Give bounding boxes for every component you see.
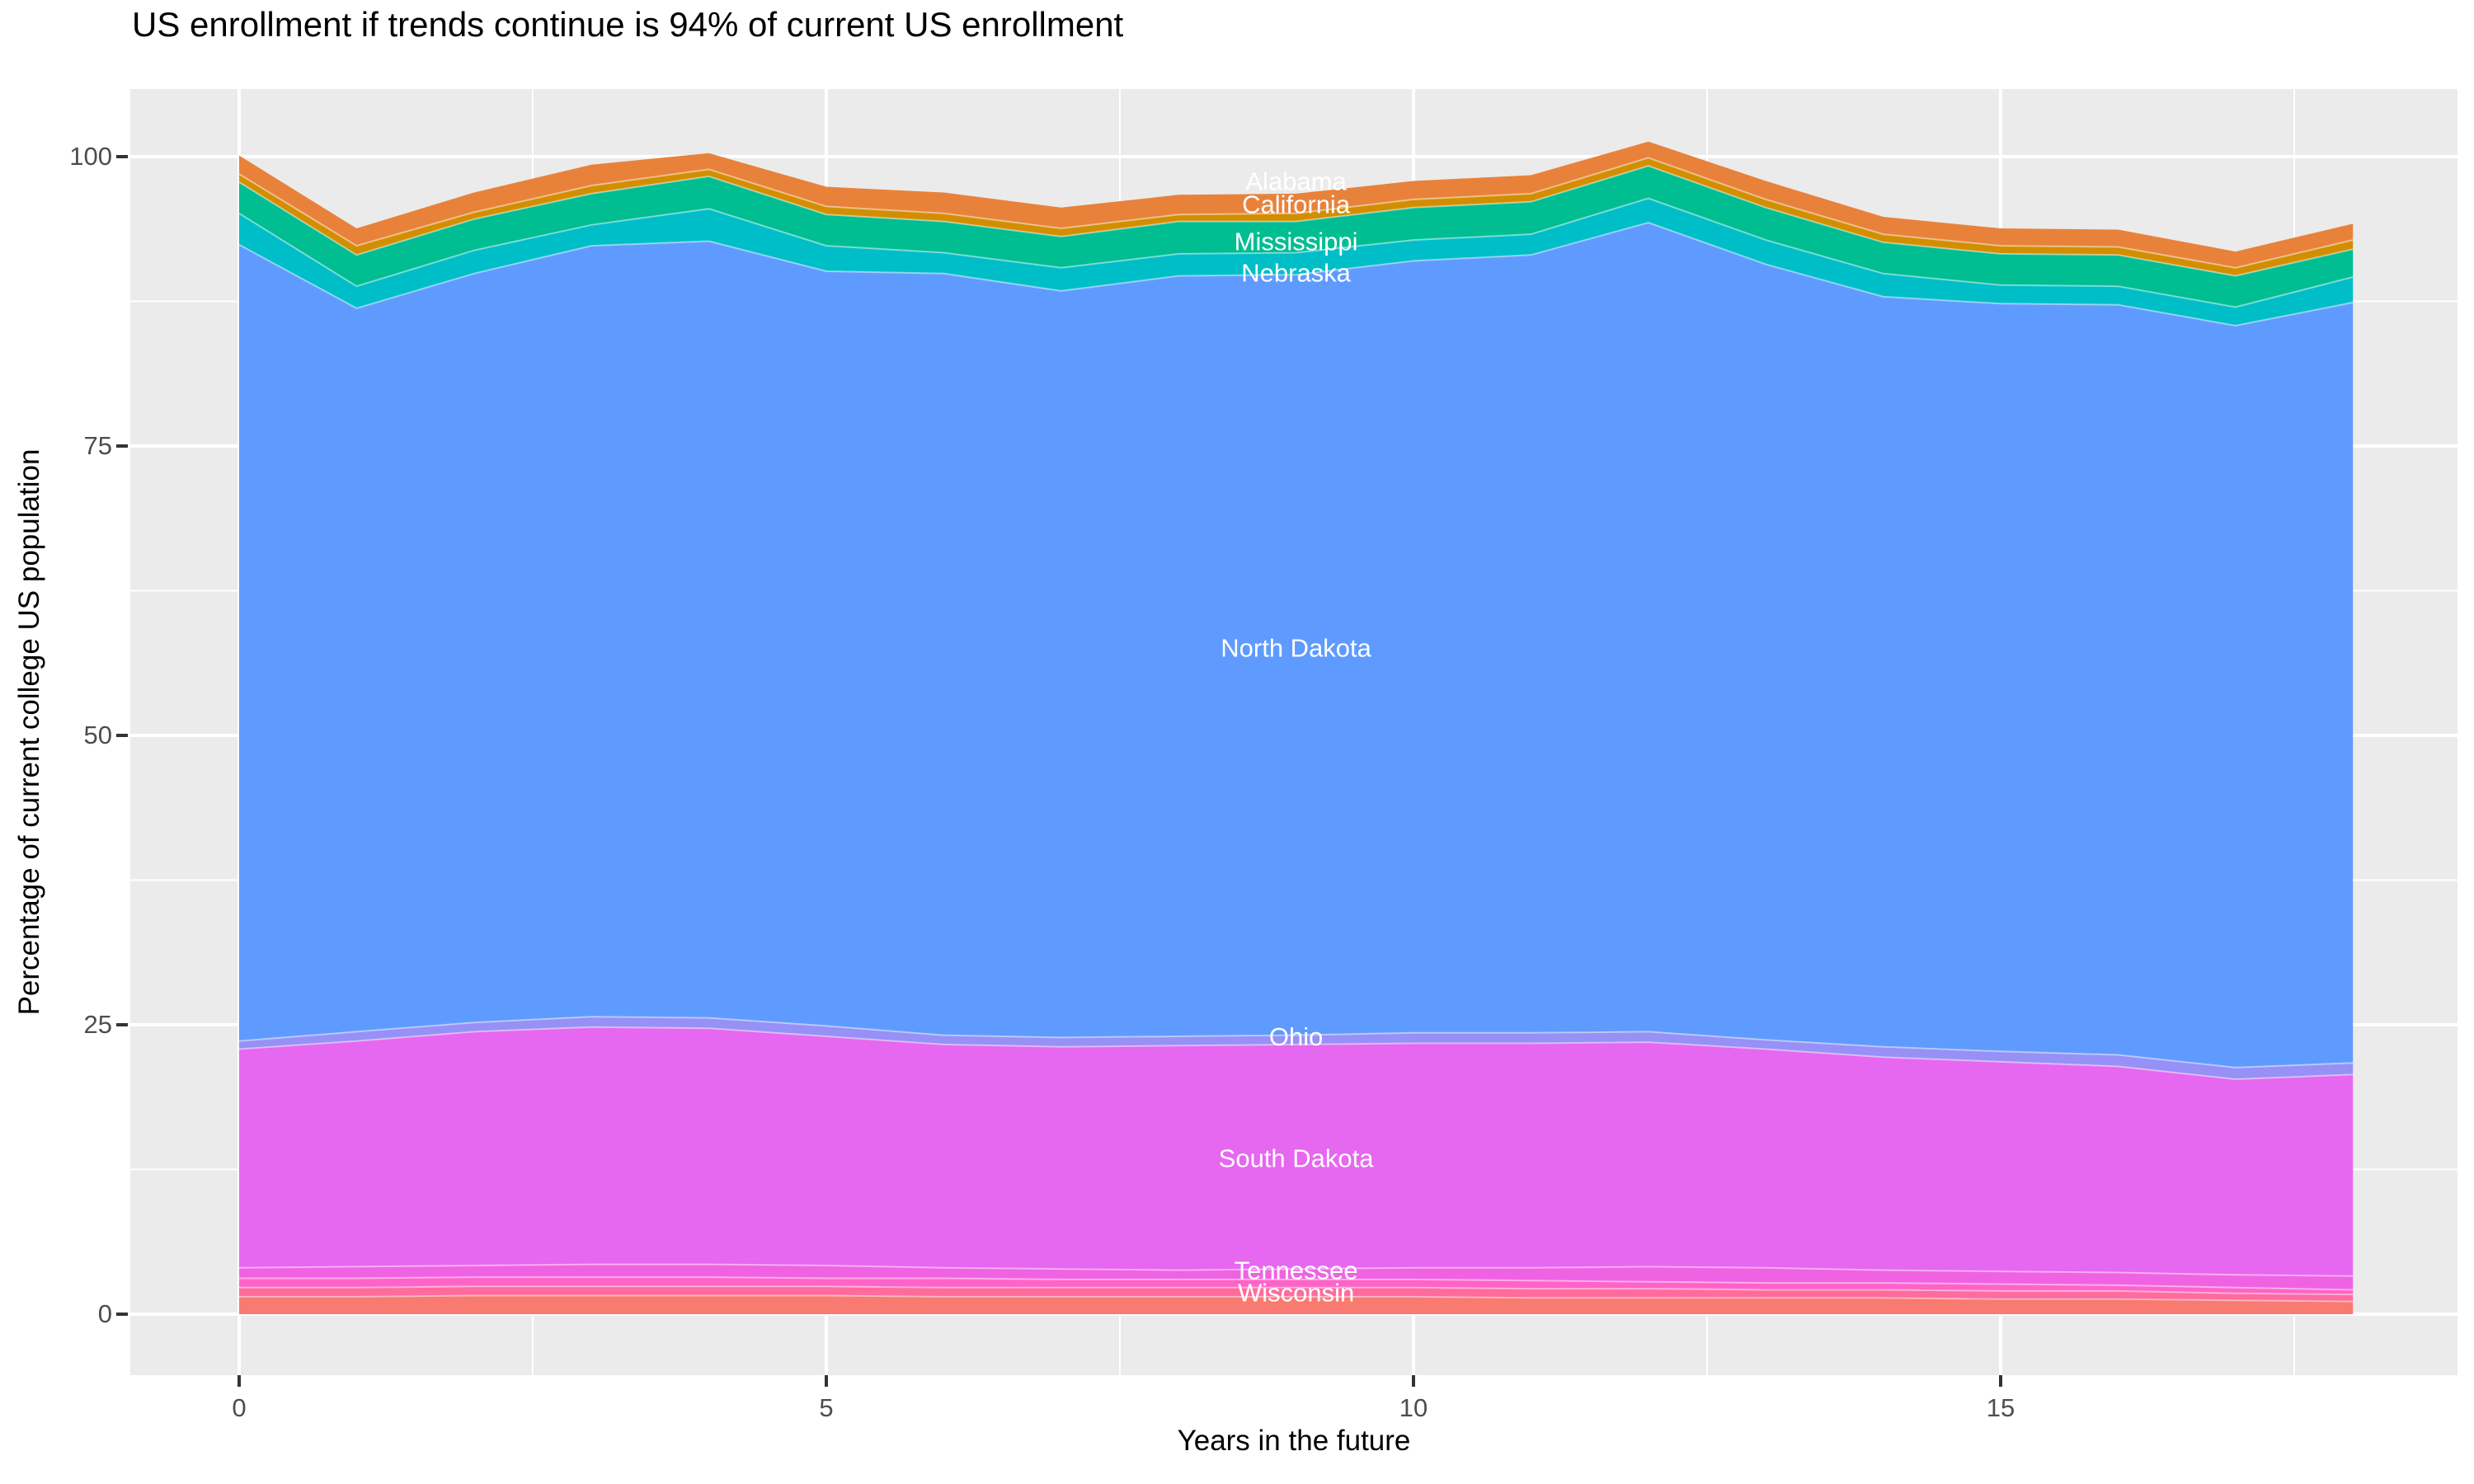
x-tick-label: 5 [819,1393,834,1422]
band-label-wisconsin: Wisconsin [1238,1278,1354,1307]
y-tick-label: 25 [83,1010,112,1039]
x-tick-mark [1999,1375,2002,1387]
area-band-unlabeled-band-1 [239,1286,2354,1302]
band-label-california: California [1242,190,1351,219]
area-band-nebraska [239,198,2354,326]
area-band-mississippi [239,166,2354,308]
y-tick-label: 100 [69,142,112,171]
band-label-alabama: Alabama [1245,167,1347,195]
band-separator-line [238,1263,2354,1277]
plot-panel: Alabama California Mississippi Nebraska Nort… [130,89,2458,1375]
y-tick-mark [116,155,128,158]
band-separator-line [238,1016,2354,1068]
x-tick-label: 10 [1399,1393,1428,1422]
band-separator-line [239,1285,2354,1296]
y-tick-mark [116,734,128,737]
band-separator-line [238,165,2354,277]
area-band-north-dakota [239,223,2354,1068]
x-tick-label: 15 [1986,1393,2015,1422]
band-label-south-dakota: South Dakota [1219,1144,1375,1172]
area-band-california [239,157,2354,276]
band-separator-line [238,157,2354,269]
area-band-tennessee [239,1264,2354,1290]
plot-title: US enrollment if trends continue is 94% … [132,5,1124,44]
x-tick-mark [825,1375,828,1387]
area-band-alabama [239,141,2354,268]
band-separator-line [239,1276,2354,1291]
y-tick-mark [116,1313,128,1316]
y-tick-label: 75 [83,431,112,460]
y-tick-mark [116,1023,128,1026]
band-label-nebraska: Nebraska [1241,258,1351,287]
band-label-tennessee: Tennessee [1235,1256,1358,1285]
y-tick-label: 0 [97,1299,112,1328]
band-separator-line [238,197,2354,308]
band-separator-line [239,1294,2354,1303]
y-tick-mark [116,444,128,448]
band-label-ohio: Ohio [1269,1022,1323,1051]
x-tick-mark [1412,1375,1415,1387]
y-tick-label: 50 [83,721,112,749]
area-band-south-dakota [239,1026,2354,1276]
band-separator-line [238,221,2354,327]
band-label-north-dakota: North Dakota [1221,633,1371,662]
x-tick-mark [238,1375,241,1387]
x-axis-title: Years in the future [1177,1425,1411,1457]
area-band-wisconsin [239,1295,2354,1314]
band-label-mississippi: Mississippi [1235,227,1358,256]
x-tick-label: 0 [232,1393,247,1422]
area-band-unlabeled-band-2 [239,1277,2354,1295]
band-separator-line [238,1026,2354,1081]
y-axis-title: Percentage of current college US populat… [13,448,45,1016]
